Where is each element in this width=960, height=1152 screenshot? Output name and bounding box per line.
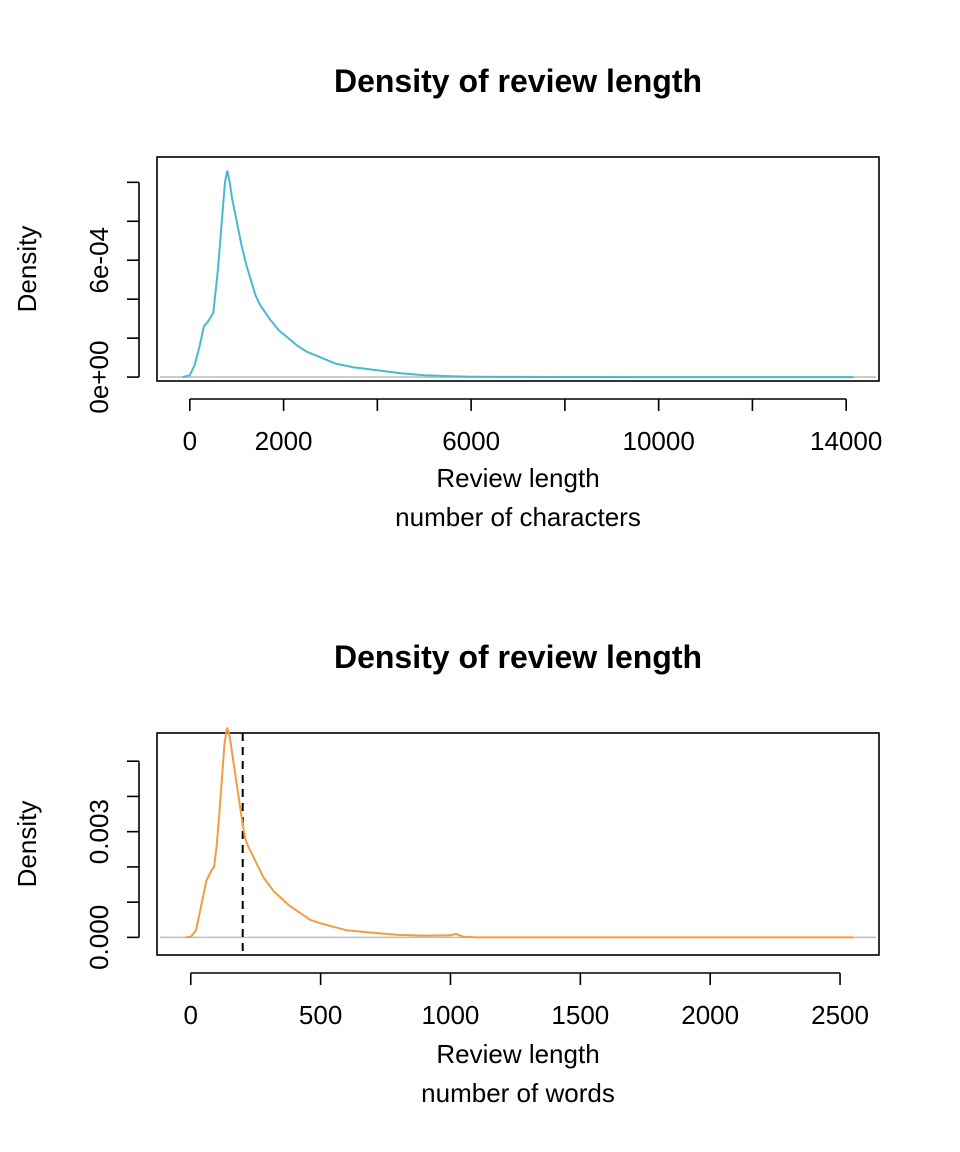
x-axis: 0 500 1000 1500 2000 2500 <box>184 972 869 1030</box>
x-tick-label: 500 <box>299 1000 342 1030</box>
x-tick-label: 2000 <box>681 1000 739 1030</box>
x-tick-label: 1000 <box>422 1000 480 1030</box>
x-axis-sublabel: number of characters <box>395 502 641 532</box>
y-tick-label: 0.000 <box>84 905 114 970</box>
chart-words: Density of review length 0 500 1000 1500 200… <box>12 639 880 1108</box>
x-tick-label: 2500 <box>811 1000 869 1030</box>
plot-frame <box>156 156 880 382</box>
plot-frame <box>156 732 880 956</box>
y-tick-label: 0.003 <box>84 799 114 864</box>
x-tick-label: 6000 <box>442 426 500 456</box>
x-axis-sublabel: number of words <box>421 1078 615 1108</box>
chart-title: Density of review length <box>334 63 702 99</box>
x-axis-label: Review length <box>436 463 599 493</box>
x-axis-label: Review length <box>436 1039 599 1069</box>
y-axis-label: Density <box>12 801 42 888</box>
x-tick-label: 10000 <box>622 426 694 456</box>
chart-characters: Density of review length 0 2000 6000 10000 1… <box>12 63 882 532</box>
x-tick-label: 0 <box>184 1000 198 1030</box>
density-curve <box>185 727 853 939</box>
x-tick-label: 0 <box>183 426 197 456</box>
y-axis: 0.000 0.003 <box>84 760 140 970</box>
y-axis: 0e+00 6e-04 <box>84 181 140 414</box>
x-tick-label: 14000 <box>810 426 882 456</box>
y-tick-label: 0e+00 <box>84 341 114 414</box>
chart-title: Density of review length <box>334 639 702 675</box>
x-tick-label: 1500 <box>551 1000 609 1030</box>
y-tick-label: 6e-04 <box>84 227 114 294</box>
x-tick-label: 2000 <box>255 426 313 456</box>
density-curve <box>182 170 854 379</box>
x-axis: 0 2000 6000 10000 14000 <box>183 398 882 456</box>
y-axis-label: Density <box>12 226 42 313</box>
